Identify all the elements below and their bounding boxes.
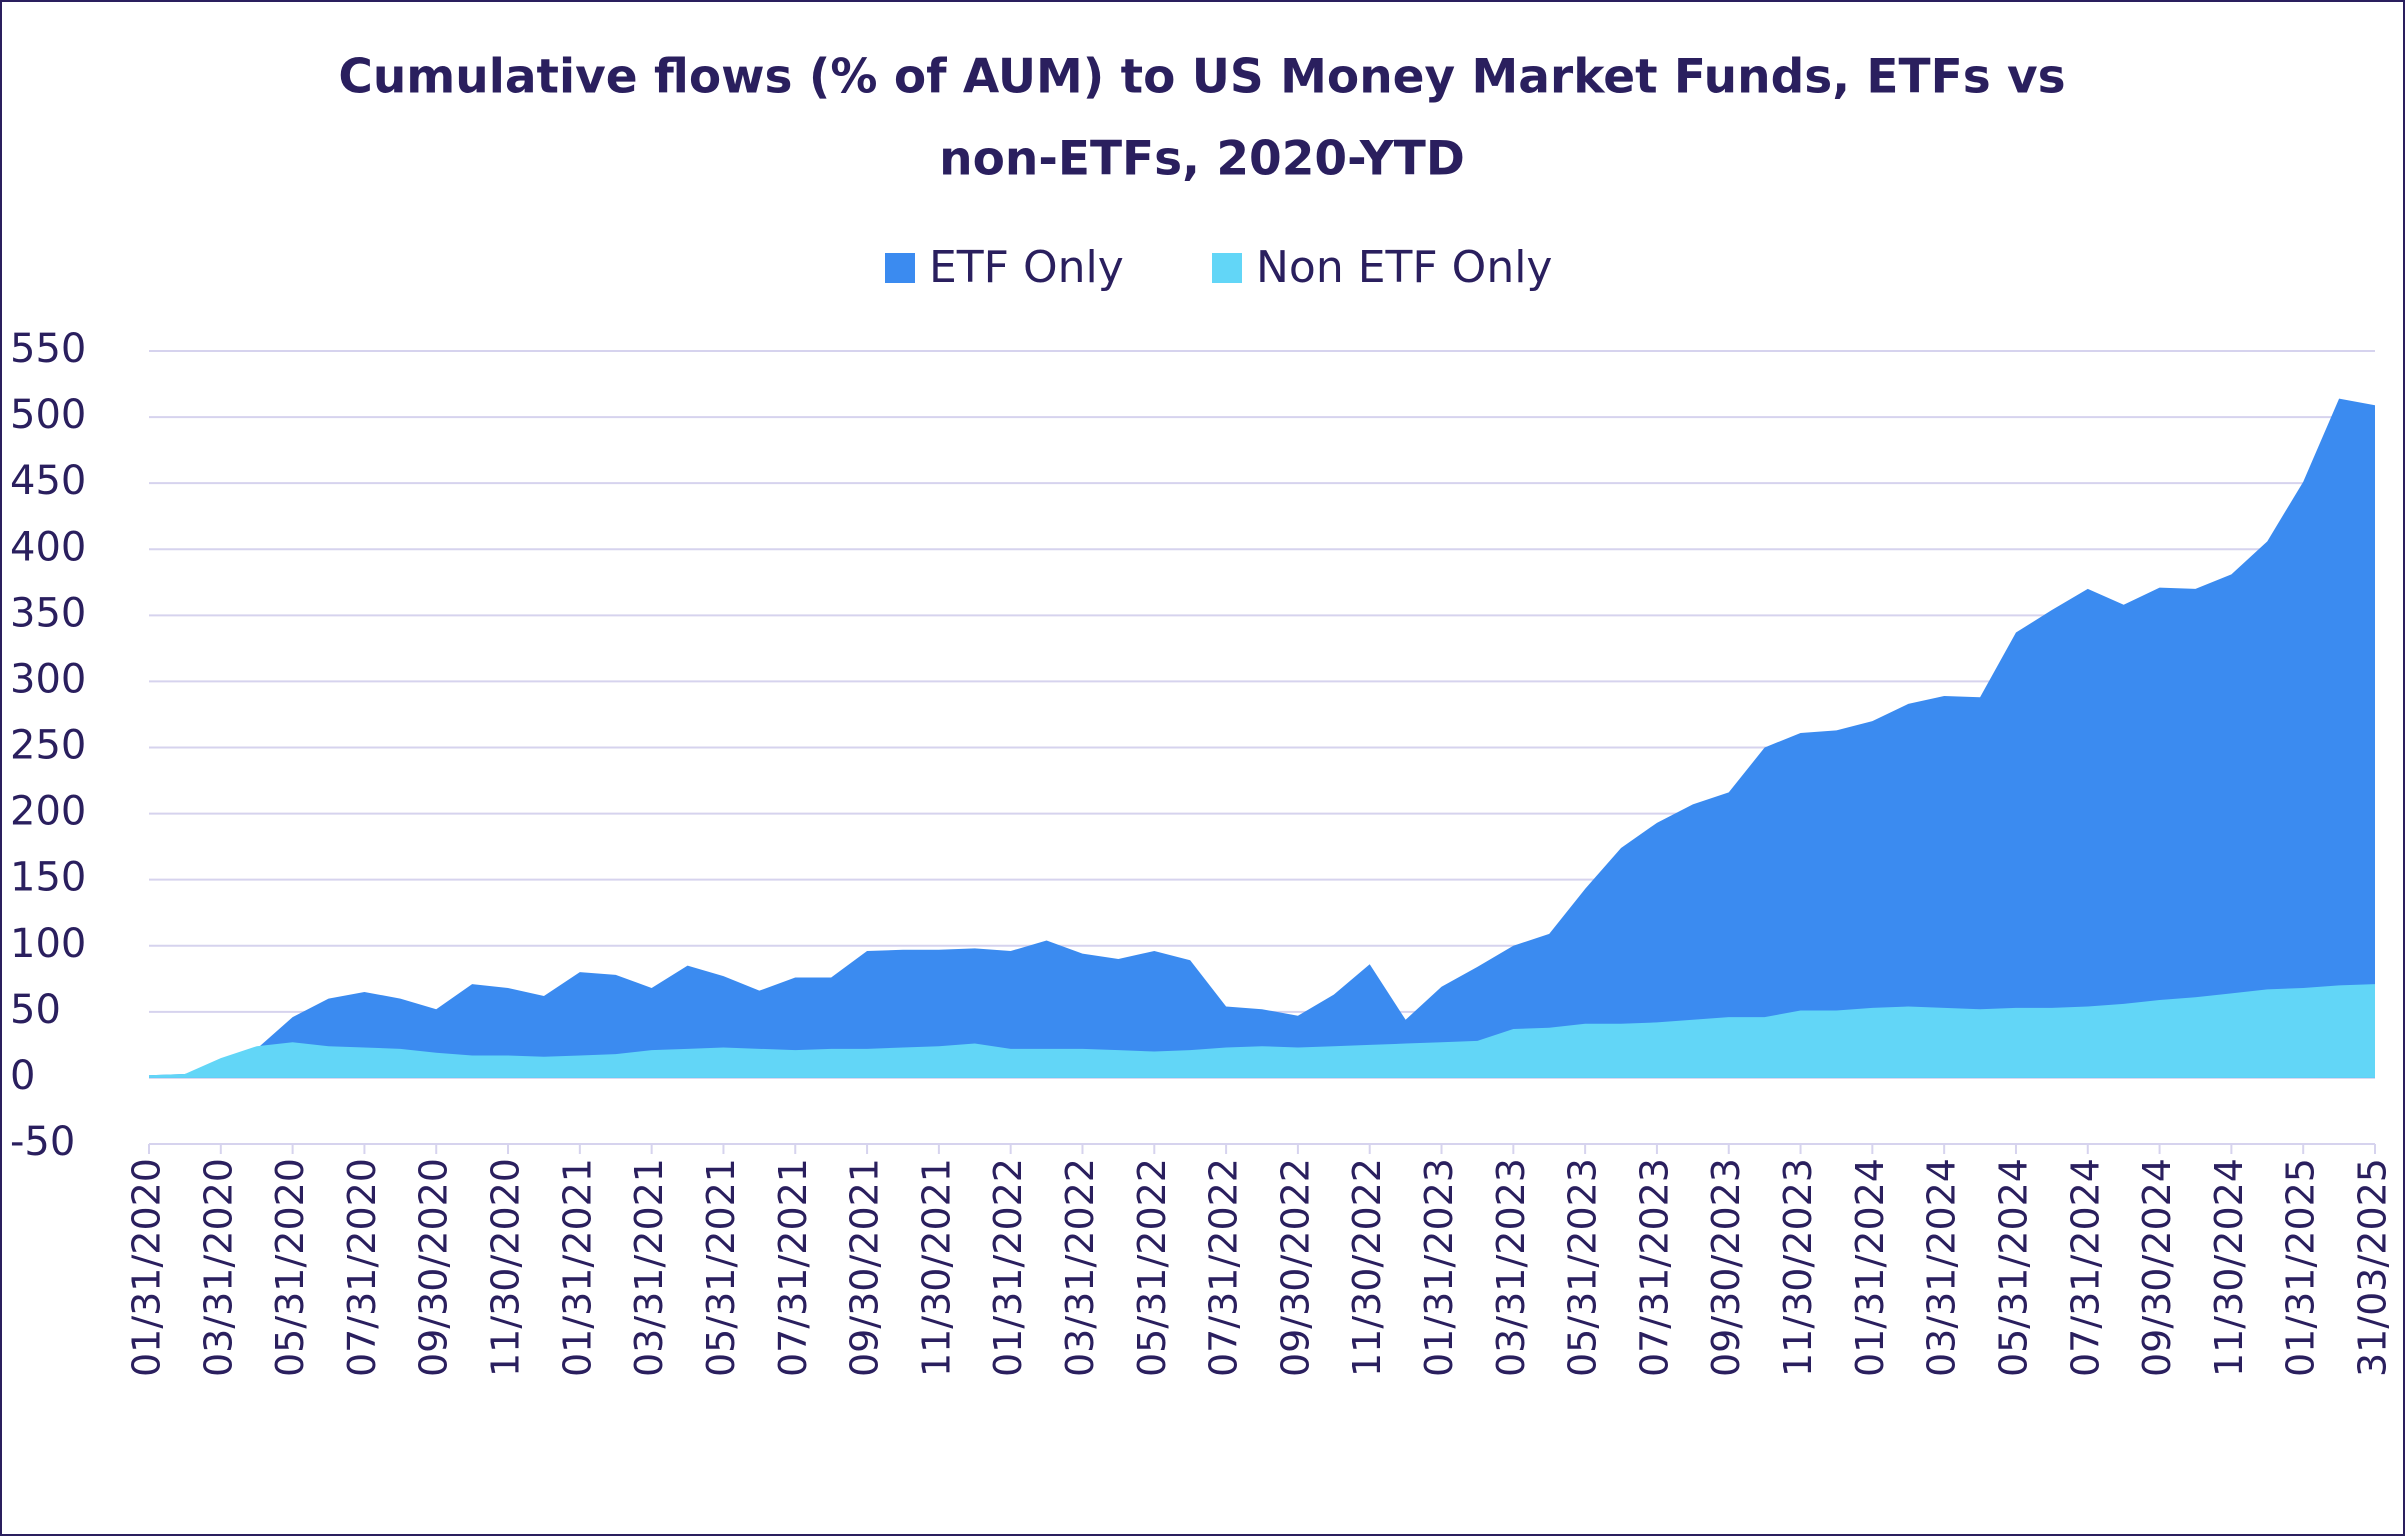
- x-tick-label: 03/31/2020: [196, 1158, 240, 1377]
- y-tick-label: 550: [10, 326, 86, 372]
- x-tick-label: 11/30/2021: [914, 1158, 958, 1377]
- x-tick-label: 05/31/2021: [699, 1158, 743, 1377]
- y-tick-label: 500: [10, 392, 86, 438]
- x-tick-label: 11/30/2022: [1345, 1158, 1389, 1377]
- area: [149, 398, 2375, 1078]
- y-tick-label: 200: [10, 789, 86, 835]
- x-tick-label: 11/30/2023: [1776, 1158, 1820, 1377]
- x-tick-label: 31/03/2025: [2351, 1158, 2395, 1377]
- y-tick-label: 300: [10, 656, 86, 702]
- x-tick-label: 05/31/2024: [1991, 1158, 2035, 1377]
- x-tick-label: 01/31/2023: [1417, 1158, 1461, 1377]
- x-tick-label: 05/31/2023: [1561, 1158, 1605, 1377]
- x-tick-label: 05/31/2020: [268, 1158, 312, 1377]
- y-tick-label: 50: [10, 987, 61, 1033]
- x-tick-label: 07/31/2020: [340, 1158, 384, 1377]
- x-tick-label: 07/31/2024: [2063, 1158, 2107, 1377]
- x-tick-label: 01/31/2021: [555, 1158, 599, 1377]
- y-tick-label: -50: [10, 1119, 75, 1165]
- x-tick-label: 03/31/2024: [1920, 1158, 1964, 1377]
- y-tick-label: 350: [10, 590, 86, 636]
- legend-swatch: [1212, 253, 1242, 283]
- x-tick-label: 03/31/2023: [1489, 1158, 1533, 1377]
- y-tick-label: 0: [10, 1053, 35, 1099]
- legend-label: Non ETF Only: [1256, 242, 1552, 293]
- x-tick-label: 09/30/2023: [1704, 1158, 1748, 1377]
- area: [149, 984, 2375, 1078]
- y-tick-label: 100: [10, 921, 86, 967]
- legend-label: ETF Only: [929, 242, 1124, 293]
- legend-swatch: [885, 253, 915, 283]
- y-tick-label: 250: [10, 723, 86, 769]
- x-tick-label: 07/31/2021: [771, 1158, 815, 1377]
- chart-title: Cumulative flows (% of AUM) to US Money …: [338, 50, 2065, 105]
- x-tick-label: 09/30/2020: [412, 1158, 456, 1377]
- y-tick-label: 450: [10, 458, 86, 504]
- y-tick-label: 150: [10, 855, 86, 901]
- x-tick-label: 05/31/2022: [1130, 1158, 1174, 1377]
- x-tick-label: 01/31/2024: [1848, 1158, 1892, 1377]
- x-tick-label: 11/30/2024: [2207, 1158, 2251, 1377]
- x-tick-label: 07/31/2022: [1202, 1158, 1246, 1377]
- x-tick-label: 01/31/2020: [125, 1158, 169, 1377]
- x-tick-label: 03/31/2022: [1058, 1158, 1102, 1377]
- x-tick-label: 03/31/2021: [627, 1158, 671, 1377]
- x-tick-label: 11/30/2020: [484, 1158, 528, 1377]
- x-tick-label: 01/31/2025: [2279, 1158, 2323, 1377]
- x-tick-label: 09/30/2022: [1273, 1158, 1317, 1377]
- x-tick-label: 01/31/2022: [986, 1158, 1030, 1377]
- x-tick-label: 09/30/2021: [843, 1158, 887, 1377]
- chart-title: non-ETFs, 2020-YTD: [939, 132, 1465, 187]
- x-tick-label: 09/30/2024: [2135, 1158, 2179, 1377]
- y-tick-label: 400: [10, 524, 86, 570]
- x-tick-label: 07/31/2023: [1632, 1158, 1676, 1377]
